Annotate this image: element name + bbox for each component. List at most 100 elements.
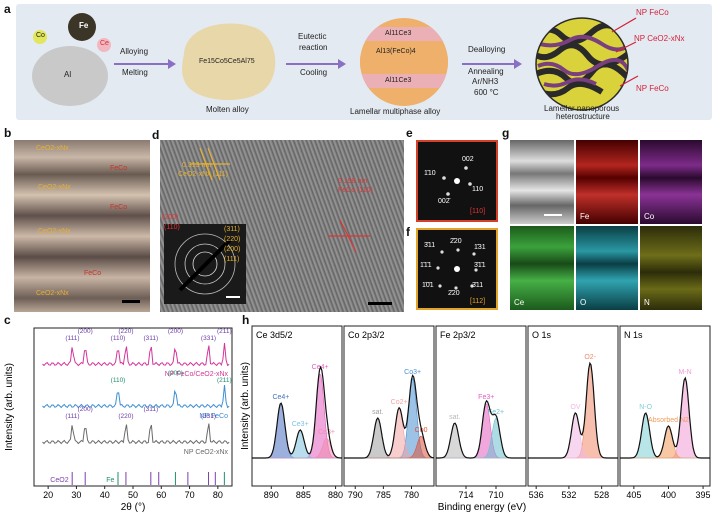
xrd-xtick-label-4: 60: [156, 490, 166, 500]
xrd-series-name-1: NP FeCo: [199, 413, 228, 420]
xps-peak-label-3-0: O2-: [584, 354, 596, 361]
f-zone: [112]: [470, 298, 486, 305]
xps-peak-label-2-1: Fe2+: [488, 409, 504, 416]
xrd-peak-label-1-0: (110): [111, 377, 126, 384]
nanoporous-outline: [535, 17, 629, 111]
panel-label-f: f: [406, 225, 410, 239]
xps-frame-4: [619, 325, 711, 487]
xps-title-3: O 1s: [532, 330, 552, 340]
f-spot-7: 3̄11: [472, 282, 484, 289]
np-fe-co-bottom: NP FeCo: [636, 84, 669, 93]
xps-svg: Intensity (arb. units) Binding energy (eV…: [240, 325, 711, 513]
step2-top2: reaction: [299, 43, 328, 52]
step2-bottom: Cooling: [300, 68, 328, 77]
xps-xtick-label-4-0: 405: [626, 490, 641, 500]
panel-label-e: e: [406, 126, 413, 140]
xps-title-1: Co 2p3/2: [348, 330, 385, 340]
xrd-peak-label-2-1: (200): [78, 406, 93, 413]
callout-fe-co-top: [611, 17, 637, 33]
xps-xtick-label-2-1: 710: [488, 490, 503, 500]
d-ring-right-2: (200): [224, 246, 241, 253]
xrd-ref-name-0: CeO2: [50, 477, 68, 484]
nanoporous-circle: [536, 18, 628, 110]
f-spot-0: 3̄11: [424, 242, 436, 249]
eds-ce: Ce: [510, 226, 574, 310]
xrd-xtick-label-1: 30: [71, 490, 81, 500]
e-spot-2: 110: [472, 186, 484, 193]
panel-label-d: d: [152, 128, 160, 142]
schematic-panel: Fe Co Ce Al Alloying Melting Fe15Co5Ce5A…: [16, 4, 712, 121]
co-label: Co: [36, 32, 45, 39]
step2-top: Eutectic: [298, 32, 327, 41]
xps-title-4: N 1s: [624, 330, 643, 340]
xps-envelope-2: [436, 399, 526, 459]
xrd-xtick-label-5: 70: [185, 490, 195, 500]
xps-peak-label-4-0: M-N: [678, 369, 691, 376]
xps-peak-label-0-3: Ce3+: [318, 429, 335, 436]
d-ring-left-1: (110): [164, 224, 180, 231]
xrd-peak-label-0-2: (110): [111, 335, 126, 342]
saed-ring-1: [174, 233, 236, 295]
stem-image: CeO2-xNx FeCo CeO2-xNx FeCo CeO2-xNx FeC…: [14, 140, 150, 312]
hrtem-overlay: [164, 147, 392, 305]
xps-xtick-label-4-1: 400: [661, 490, 676, 500]
schematic-svg: [32, 13, 639, 111]
fe-circle: [68, 13, 96, 41]
f-spot-1: 2̄20: [450, 238, 462, 245]
callout-ceo: [615, 41, 637, 53]
b-label-0: CeO2-xNx: [36, 145, 69, 152]
fft-f-spots: [436, 248, 478, 290]
lamellar-caption: Lamellar multiphase alloy: [350, 107, 441, 116]
xps-peak-label-1-3: sat.: [372, 409, 383, 416]
fft-e: 002 1̄10 110 002̄ [110]: [416, 140, 498, 222]
xrd-peak-label-0-5: (200): [168, 328, 183, 335]
saed-ring-2: [184, 243, 226, 285]
molten-caption: Molten alloy: [206, 105, 249, 114]
e-zone: [110]: [470, 208, 486, 215]
xps-xtick-label-0-0: 890: [264, 490, 279, 500]
xrd-peak-label-0-6: (331): [201, 335, 216, 342]
xps-title-2: Fe 2p3/2: [440, 330, 476, 340]
fft-f: 3̄11 2̄20 1̄31 1̄1̄1 3̄1̄1 1̄0̄1 2̄20 3̄…: [416, 228, 498, 310]
eds-haadf: [510, 140, 574, 224]
xps-peak-label-1-0: Co3+: [404, 369, 421, 376]
al-circle: [32, 46, 108, 106]
xrd-ylabel: Intensity (arb. units): [4, 363, 15, 451]
g-label-co: Co: [644, 212, 655, 221]
xps-xlabel: Binding energy (eV): [438, 502, 526, 512]
b-label-5: FeCo: [84, 270, 102, 277]
b-label-1: FeCo: [110, 165, 128, 172]
arrow-3-head: [514, 59, 522, 69]
xps-peak-label-4-1: N-O: [639, 404, 652, 411]
xrd-xlabel: 2θ (°): [121, 502, 146, 512]
g-label-ce: Ce: [514, 298, 525, 307]
xrd-series-name-2: NP CeO2-xNx: [184, 449, 229, 456]
xrd-peak-label-2-3: (311): [143, 406, 158, 413]
xrd-peak-label-0-1: (200): [78, 328, 93, 335]
callout-fe-co-bottom: [619, 75, 639, 87]
xrd-peak-label-2-0: (111): [65, 413, 79, 420]
xps-xtick-label-1-2: 780: [404, 490, 419, 500]
d-spacing-2: 0.198 nm: [338, 178, 368, 185]
d-spacing-1: 0.313 nm: [182, 162, 212, 169]
xps-peak-label-0-1: Ce4+: [272, 394, 289, 401]
d-spacing-1b: CeO2-xNx (111): [178, 171, 228, 178]
xps-ylabel: Intensity (arb. units): [240, 362, 251, 450]
panel-label-h: h: [242, 313, 250, 327]
xrd-peak-label-2-4: (331): [201, 413, 216, 420]
f-spot-4: 3̄1̄1: [474, 262, 486, 269]
f-spot-5: 1̄0̄1: [422, 282, 434, 289]
panel-label-c: c: [4, 313, 11, 327]
g-label-o: O: [580, 298, 587, 307]
step3-b1: Annealing: [468, 67, 504, 76]
xps-xtick-label-1-1: 785: [376, 490, 391, 500]
xps-peak-label-1-1: Co2+: [391, 399, 408, 406]
xrd-series-2: [42, 423, 230, 445]
xrd-xtick-label-2: 40: [100, 490, 110, 500]
fe-label: Fe: [79, 21, 89, 30]
np-caption1: Lamellar nanoporous: [544, 104, 620, 113]
f-spot-6: 2̄20: [448, 290, 460, 297]
xps-chart: Intensity (arb. units) Binding energy (eV…: [240, 318, 716, 513]
xps-xtick-label-2-0: 714: [458, 490, 473, 500]
b-label-4: CeO2-xNx: [38, 228, 71, 235]
